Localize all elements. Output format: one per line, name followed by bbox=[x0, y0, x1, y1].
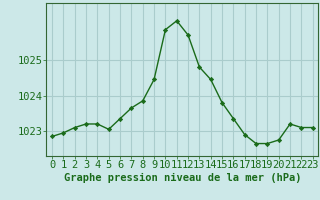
X-axis label: Graphe pression niveau de la mer (hPa): Graphe pression niveau de la mer (hPa) bbox=[64, 173, 301, 183]
